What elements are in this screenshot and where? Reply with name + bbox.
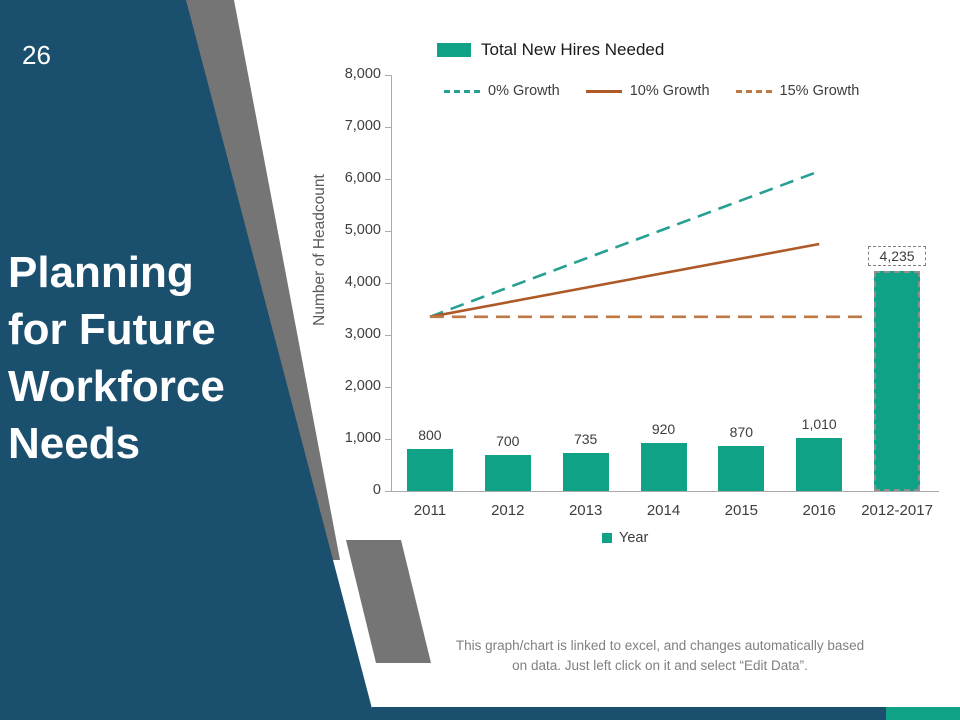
- legend-label-15pct: 15% Growth: [779, 83, 860, 99]
- footer-note-line2: on data. Just left click on it and selec…: [512, 658, 808, 673]
- footer-note: This graph/chart is linked to excel, and…: [370, 636, 950, 676]
- legend-item-15pct-growth[interactable]: 15% Growth: [735, 83, 860, 99]
- bar-2015[interactable]: [718, 446, 765, 491]
- year-label: Year: [619, 530, 649, 546]
- bar-2014[interactable]: [640, 443, 687, 491]
- line-sample-15pct-icon: [735, 89, 772, 93]
- bar-data-label-2015: 870: [729, 424, 754, 440]
- chart-legend-growth[interactable]: 0% Growth 10% Growth 15% Growth: [444, 83, 859, 99]
- bar-series-label: Total New Hires Needed: [481, 40, 665, 59]
- y-tick-label-0: 0: [372, 482, 381, 498]
- bar-2011[interactable]: [406, 449, 453, 491]
- x-tick-label-2015: 2015: [724, 502, 759, 519]
- line-sample-0pct-icon: [444, 89, 480, 93]
- x-axis-line: [391, 491, 939, 492]
- bar-2013[interactable]: [562, 453, 609, 491]
- bar-data-label-2013: 735: [573, 431, 598, 447]
- y-tick-label-2,000: 2,000: [344, 378, 381, 394]
- chart-legend-main[interactable]: Total New Hires Needed: [437, 40, 664, 60]
- x-tick-label-2012-2017: 2012-2017: [861, 502, 933, 519]
- y-tick-label-7,000: 7,000: [344, 118, 381, 134]
- year-swatch-icon: [602, 533, 612, 543]
- line-sample-10pct-icon: [585, 89, 622, 93]
- x-axis-legend: Year: [602, 530, 648, 546]
- y-axis-line: [391, 75, 392, 491]
- bar-data-label-2014: 920: [651, 421, 676, 437]
- y-tick-label-1,000: 1,000: [344, 430, 381, 446]
- y-tick-label-5,000: 5,000: [344, 222, 381, 238]
- growth-line-0growth[interactable]: [429, 169, 820, 319]
- bar-2012[interactable]: [484, 455, 531, 491]
- legend-label-0pct: 0% Growth: [488, 83, 560, 99]
- y-tick-label-4,000: 4,000: [344, 274, 381, 290]
- slide-title-line-1: Planning: [8, 248, 194, 297]
- slide-title-line-2: for Future: [8, 305, 216, 354]
- y-axis-tick: [385, 75, 391, 76]
- y-axis-tick: [385, 231, 391, 232]
- x-tick-label-2012: 2012: [491, 502, 525, 519]
- y-axis-tick: [385, 283, 391, 284]
- footer-note-line1: This graph/chart is linked to excel, and…: [455, 638, 865, 653]
- bar-data-label-2016: 1,010: [801, 416, 837, 432]
- y-tick-label-8,000: 8,000: [344, 66, 381, 82]
- bar-2016[interactable]: [796, 438, 843, 491]
- legend-item-10pct-growth[interactable]: 10% Growth: [585, 83, 710, 99]
- x-tick-label-2014: 2014: [646, 502, 681, 519]
- slide-number: 26: [22, 40, 51, 70]
- x-tick-label-2016: 2016: [802, 502, 836, 519]
- x-tick-label-2011: 2011: [413, 502, 447, 519]
- y-tick-label-6,000: 6,000: [344, 170, 381, 186]
- growth-line-10growth[interactable]: [429, 242, 820, 319]
- y-axis-tick: [385, 491, 391, 492]
- slide-title-line-4: Needs: [8, 419, 141, 468]
- legend-item-0pct-growth[interactable]: 0% Growth: [444, 83, 560, 99]
- y-axis-tick: [385, 439, 391, 440]
- y-axis-tick: [385, 387, 391, 388]
- y-axis-tick: [385, 179, 391, 180]
- x-tick-label-2013: 2013: [568, 502, 603, 519]
- y-tick-label-3,000: 3,000: [344, 326, 381, 342]
- y-axis-tick: [385, 127, 391, 128]
- legend-label-10pct: 10% Growth: [629, 83, 710, 99]
- bar-data-label-2012: 700: [496, 433, 520, 449]
- bar-2012-2017[interactable]: [874, 271, 921, 491]
- footer-bar-teal: [886, 707, 960, 720]
- growth-lines-layer[interactable]: [391, 75, 936, 491]
- y-axis-tick: [385, 335, 391, 336]
- footer-bar-navy: [372, 707, 886, 720]
- slide-title: Planning for Future Workforce Needs: [8, 244, 225, 472]
- bar-data-label-2012-2017[interactable]: 4,235: [868, 246, 927, 266]
- slide-title-line-3: Workforce: [8, 362, 225, 411]
- bar-series-swatch: [437, 43, 471, 57]
- bar-data-label-2011: 800: [418, 427, 442, 443]
